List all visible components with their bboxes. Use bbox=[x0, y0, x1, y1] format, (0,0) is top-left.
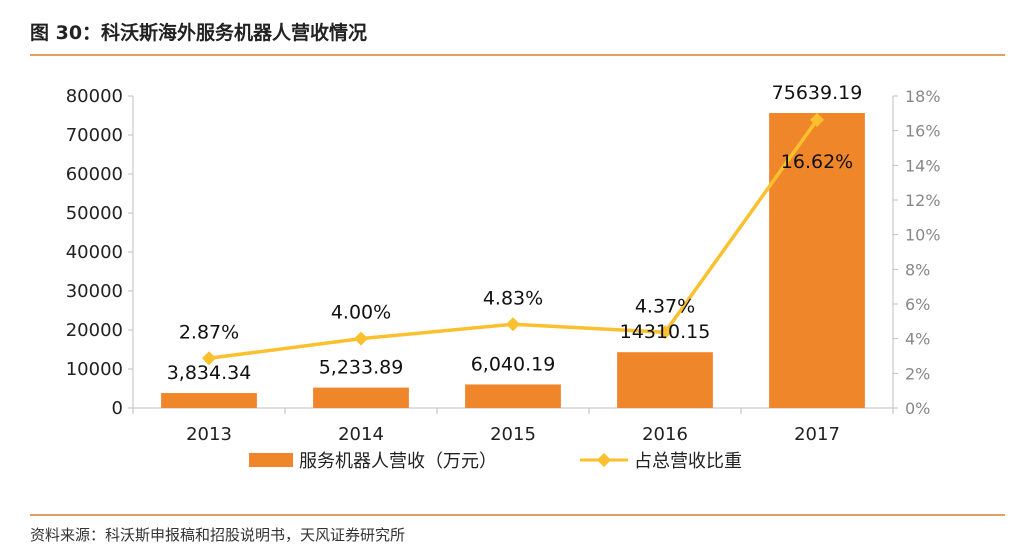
bar-value-label: 14310.15 bbox=[620, 321, 711, 343]
y-right-tick-label: 16% bbox=[905, 122, 941, 141]
y-left-tick-label: 40000 bbox=[66, 242, 123, 263]
chart-axes: 0 10000 20000 30000 40000 50000 60000 70000 8000… bbox=[66, 86, 941, 445]
y-right-tick-label: 14% bbox=[905, 156, 941, 175]
line-value-label: 2.87% bbox=[179, 321, 239, 343]
bar-value-label: 6,040.19 bbox=[471, 353, 556, 375]
y-right-tick-label: 4% bbox=[905, 330, 930, 349]
bar-value-label: 75639.19 bbox=[772, 82, 863, 104]
legend-line-label: 占总营收比重 bbox=[634, 451, 742, 472]
footer-rule bbox=[30, 514, 1005, 516]
y-left-tick-label: 60000 bbox=[66, 164, 123, 185]
y-left-tick-label: 80000 bbox=[66, 86, 123, 107]
x-tick-label: 2014 bbox=[338, 424, 384, 445]
y-right-tick-label: 6% bbox=[905, 295, 930, 314]
x-tick-label: 2013 bbox=[186, 424, 232, 445]
y-left-tick-label: 10000 bbox=[66, 359, 123, 380]
bar-value-label: 3,834.34 bbox=[167, 362, 252, 384]
title-rule bbox=[30, 54, 1005, 56]
line-value-label: 4.83% bbox=[483, 287, 543, 309]
y-right-tick-label: 10% bbox=[905, 226, 941, 245]
y-left-tick-label: 20000 bbox=[66, 320, 123, 341]
y-left-tick-label: 50000 bbox=[66, 203, 123, 224]
y-right-tick-label: 12% bbox=[905, 191, 941, 210]
chart-legend: 服务机器人营收（万元） 占总营收比重 bbox=[249, 451, 742, 472]
line-value-label: 16.62% bbox=[781, 151, 853, 173]
bar bbox=[465, 384, 561, 408]
line-value-label: 4.00% bbox=[331, 302, 391, 324]
legend-line-swatch-marker bbox=[597, 453, 611, 467]
bar-value-label: 5,233.89 bbox=[319, 357, 404, 379]
bar bbox=[617, 352, 713, 408]
bar bbox=[313, 387, 409, 408]
figure-title: 图 30：科沃斯海外服务机器人营收情况 bbox=[30, 22, 368, 44]
y-right-tick-label: 0% bbox=[905, 399, 930, 418]
line-point bbox=[354, 331, 368, 346]
y-right-tick-label: 2% bbox=[905, 364, 930, 383]
y-right-tick-label: 18% bbox=[905, 87, 941, 106]
source-note: 资料来源：科沃斯申报稿和招股说明书，天风证券研究所 bbox=[30, 526, 406, 544]
line-point bbox=[658, 325, 672, 340]
line-series bbox=[202, 112, 824, 366]
y-right-tick-label: 8% bbox=[905, 260, 930, 279]
y-left-tick-label: 70000 bbox=[66, 125, 123, 146]
x-tick-label: 2015 bbox=[490, 424, 536, 445]
y-left-tick-label: 30000 bbox=[66, 281, 123, 302]
x-tick-label: 2017 bbox=[794, 424, 840, 445]
legend-bar-label: 服务机器人营收（万元） bbox=[299, 451, 497, 472]
y-left-tick-label: 0 bbox=[112, 398, 123, 419]
bar bbox=[161, 393, 257, 408]
line-value-label: 4.37% bbox=[635, 295, 695, 317]
line-point bbox=[810, 112, 824, 127]
x-tick-label: 2016 bbox=[642, 424, 688, 445]
line-point bbox=[506, 317, 520, 332]
legend-bar-swatch bbox=[249, 453, 293, 467]
data-labels: 3,834.34 5,233.89 6,040.19 14310.15 75639.19… bbox=[167, 82, 863, 384]
line-point bbox=[202, 351, 216, 366]
